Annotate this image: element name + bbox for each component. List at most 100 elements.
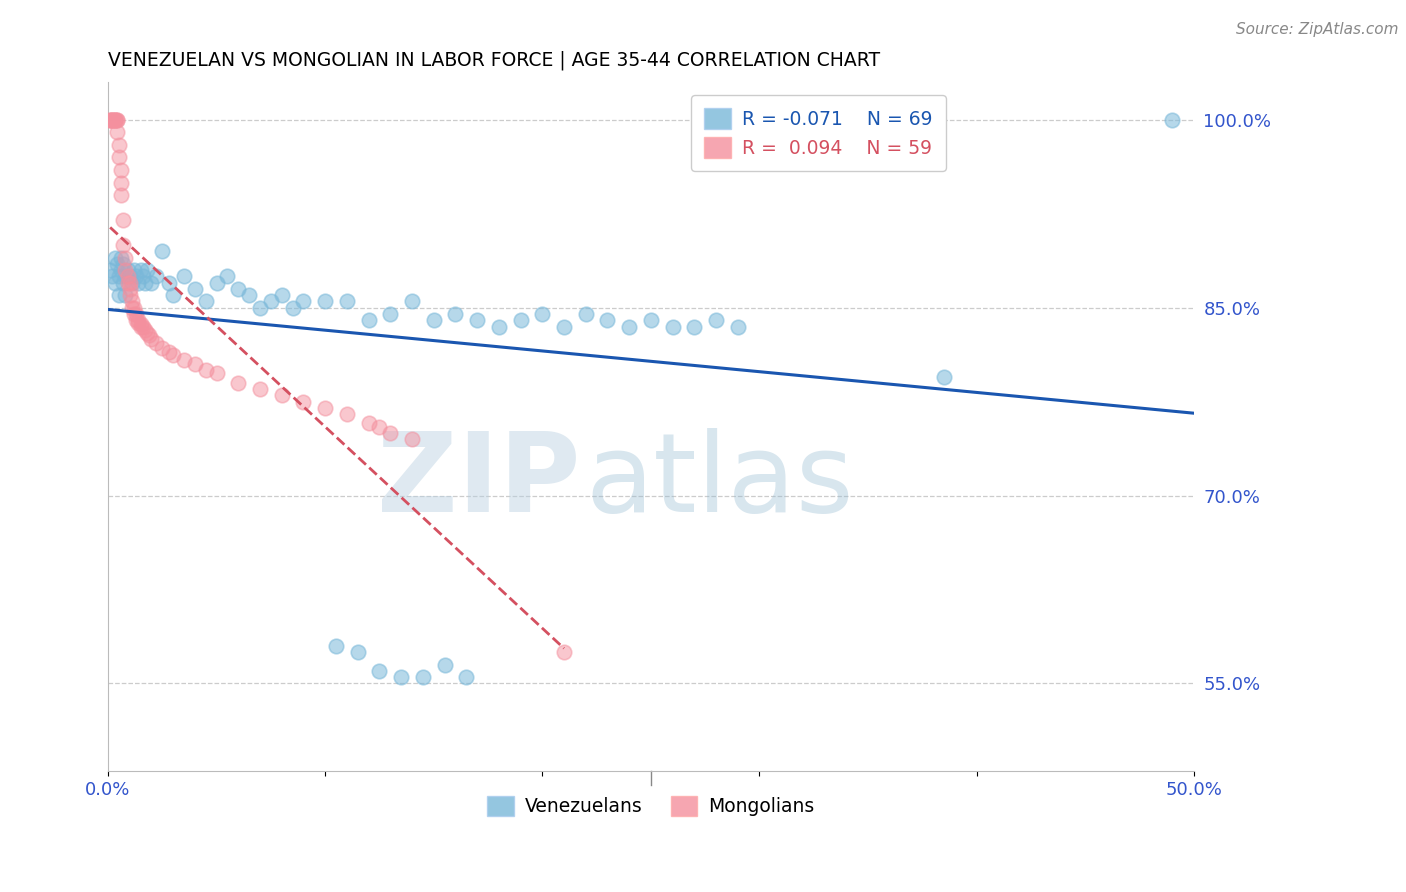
Point <box>127 313 149 327</box>
Point <box>488 319 510 334</box>
Point <box>357 416 380 430</box>
Point <box>129 317 152 331</box>
Point <box>205 276 228 290</box>
Point <box>249 301 271 315</box>
Point <box>184 357 207 371</box>
Point <box>368 419 391 434</box>
Point <box>314 401 336 415</box>
Point <box>389 670 412 684</box>
Point <box>194 294 217 309</box>
Point <box>138 328 160 343</box>
Point <box>575 307 598 321</box>
Point <box>260 294 283 309</box>
Point <box>661 319 683 334</box>
Point <box>103 276 125 290</box>
Point <box>136 263 159 277</box>
Point <box>194 363 217 377</box>
Point <box>238 288 260 302</box>
Text: Source: ZipAtlas.com: Source: ZipAtlas.com <box>1236 22 1399 37</box>
Point <box>112 213 135 227</box>
Point <box>173 353 195 368</box>
Point <box>98 112 121 127</box>
Point <box>226 376 249 390</box>
Point <box>110 188 132 202</box>
Point <box>110 163 132 178</box>
Point <box>129 263 152 277</box>
Point <box>380 425 402 440</box>
Point <box>531 307 554 321</box>
Point <box>103 112 125 127</box>
Point <box>162 288 184 302</box>
Point <box>444 307 467 321</box>
Point <box>108 138 131 153</box>
Point <box>401 432 423 446</box>
Point <box>125 307 148 321</box>
Point <box>105 112 128 127</box>
Point <box>103 112 125 127</box>
Point <box>162 348 184 362</box>
Point <box>98 112 121 127</box>
Point <box>114 288 136 302</box>
Point <box>122 301 145 315</box>
Point <box>112 276 135 290</box>
Point <box>108 288 131 302</box>
Point <box>122 307 145 321</box>
Point <box>108 269 131 284</box>
Point <box>117 269 139 284</box>
Point <box>127 276 149 290</box>
Point <box>132 319 155 334</box>
Point <box>125 269 148 284</box>
Legend: Venezuelans, Mongolians: Venezuelans, Mongolians <box>479 789 823 823</box>
Point <box>110 263 132 277</box>
Point <box>456 670 478 684</box>
Point <box>112 257 135 271</box>
Point <box>281 301 304 315</box>
Point <box>380 307 402 321</box>
Point <box>205 366 228 380</box>
Point <box>346 645 368 659</box>
Point <box>217 269 239 284</box>
Point <box>117 276 139 290</box>
Point <box>249 382 271 396</box>
Point <box>121 301 143 315</box>
Point <box>118 282 141 296</box>
Point <box>101 112 124 127</box>
Point <box>105 112 128 127</box>
Point <box>336 407 359 421</box>
Point <box>101 112 124 127</box>
Point <box>314 294 336 309</box>
Point <box>101 269 124 284</box>
Point <box>136 326 159 340</box>
Point <box>727 319 749 334</box>
Point <box>122 263 145 277</box>
Point <box>98 263 121 277</box>
Point <box>121 294 143 309</box>
Point <box>640 313 662 327</box>
Point <box>129 319 152 334</box>
Point <box>141 332 163 346</box>
Point <box>103 251 125 265</box>
Point <box>121 276 143 290</box>
Point <box>127 316 149 330</box>
Point <box>114 263 136 277</box>
Point <box>704 313 727 327</box>
Point <box>596 313 619 327</box>
Point <box>433 657 456 672</box>
Point <box>108 151 131 165</box>
Point <box>292 394 315 409</box>
Point <box>1161 112 1184 127</box>
Point <box>118 288 141 302</box>
Point <box>226 282 249 296</box>
Text: ZIP: ZIP <box>377 428 581 535</box>
Point <box>141 276 163 290</box>
Point <box>270 288 292 302</box>
Point <box>465 313 488 327</box>
Point <box>134 276 156 290</box>
Point <box>270 388 292 402</box>
Point <box>145 269 167 284</box>
Point <box>401 294 423 309</box>
Point <box>617 319 640 334</box>
Point <box>932 369 955 384</box>
Point <box>118 269 141 284</box>
Point <box>553 645 575 659</box>
